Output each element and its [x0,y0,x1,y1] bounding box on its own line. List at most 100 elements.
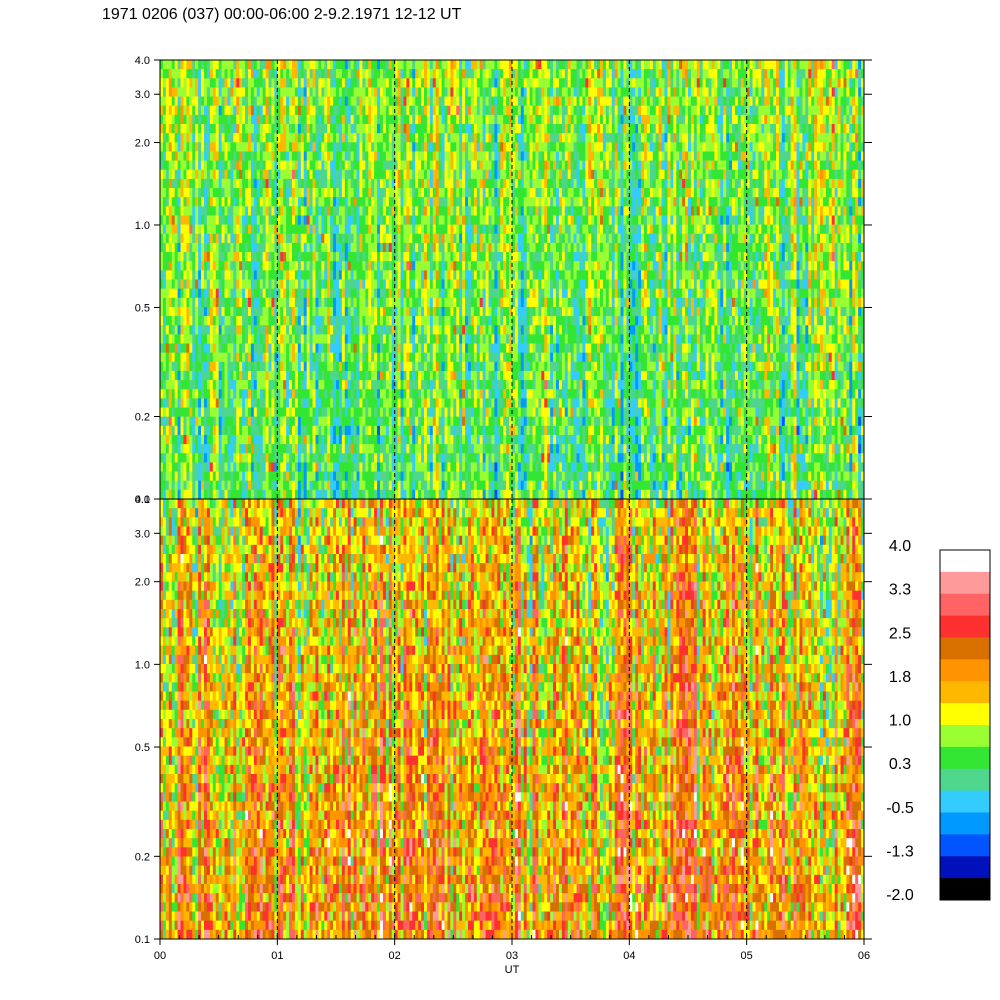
heatmap-cell [401,97,404,107]
heatmap-cell [820,161,823,171]
heatmap-cell [462,78,465,88]
heatmap-cell [280,206,283,216]
heatmap-cell [245,142,248,152]
heatmap-cell [588,161,591,171]
heatmap-cell [236,151,239,161]
heatmap-cell [647,142,650,152]
heatmap-cell [711,206,714,216]
heatmap-cell [750,97,753,107]
heatmap-cell [491,188,494,198]
heatmap-cell [474,60,477,70]
heatmap-cell [720,179,723,189]
heatmap-cell [685,106,688,116]
heatmap-cell [568,124,571,134]
heatmap-cell [491,170,494,180]
heatmap-cell [855,133,858,143]
heatmap-cell [333,115,336,125]
heatmap-cell [327,142,330,152]
heatmap-cell [169,243,172,253]
heatmap-cell [315,69,318,79]
heatmap-cell [433,142,436,152]
heatmap-cell [230,151,233,161]
heatmap-cell [321,234,324,244]
heatmap-cell [415,97,418,107]
heatmap-cell [794,215,797,225]
heatmap-cell [427,161,430,171]
heatmap-cell [301,60,304,70]
heatmap-cell [723,215,726,225]
heatmap-cell [500,97,503,107]
heatmap-cell [181,115,184,125]
heatmap-cell [195,215,198,225]
heatmap-cell [239,97,242,107]
heatmap-cell [494,87,497,97]
heatmap-cell [638,151,641,161]
heatmap-cell [735,243,738,253]
heatmap-cell [307,197,310,207]
heatmap-cell [541,206,544,216]
heatmap-cell [574,133,577,143]
heatmap-cell [782,60,785,70]
heatmap-cell [600,97,603,107]
heatmap-cell [468,170,471,180]
heatmap-cell [644,225,647,235]
heatmap-cell [433,225,436,235]
heatmap-cell [823,97,826,107]
heatmap-cell [591,106,594,116]
heatmap-cell [647,225,650,235]
heatmap-cell [615,87,618,97]
heatmap-cell [465,97,468,107]
heatmap-cell [521,124,524,134]
heatmap-cell [304,234,307,244]
heatmap-cell [175,243,178,253]
heatmap-cell [694,69,697,79]
heatmap-cell [703,124,706,134]
heatmap-cell [480,97,483,107]
heatmap-cell [374,206,377,216]
heatmap-cell [541,170,544,180]
heatmap-cell [362,69,365,79]
heatmap-cell [459,225,462,235]
heatmap-cell [216,69,219,79]
heatmap-cell [345,225,348,235]
heatmap-cell [380,115,383,125]
heatmap-cell [239,234,242,244]
heatmap-cell [524,78,527,88]
heatmap-cell [398,60,401,70]
heatmap-cell [794,206,797,216]
heatmap-cell [213,151,216,161]
heatmap-cell [233,188,236,198]
heatmap-cell [758,161,761,171]
heatmap-cell [447,188,450,198]
heatmap-cell [685,243,688,253]
heatmap-cell [336,60,339,70]
heatmap-cell [468,142,471,152]
heatmap-cell [571,170,574,180]
heatmap-cell [280,87,283,97]
heatmap-cell [667,151,670,161]
heatmap-cell [315,225,318,235]
heatmap-cell [339,115,342,125]
heatmap-cell [313,142,316,152]
heatmap-cell [227,225,230,235]
heatmap-cell [835,69,838,79]
heatmap-cell [357,188,360,198]
heatmap-cell [239,188,242,198]
heatmap-cell [175,234,178,244]
heatmap-cell [219,97,222,107]
heatmap-cell [178,69,181,79]
heatmap-cell [817,124,820,134]
heatmap-cell [764,97,767,107]
heatmap-cell [245,151,248,161]
heatmap-cell [389,243,392,253]
heatmap-cell [339,87,342,97]
heatmap-cell [603,124,606,134]
heatmap-cell [506,151,509,161]
heatmap-cell [474,179,477,189]
heatmap-cell [348,87,351,97]
heatmap-cell [797,215,800,225]
heatmap-cell [342,151,345,161]
heatmap-cell [527,215,530,225]
heatmap-cell [711,87,714,97]
heatmap-cell [357,124,360,134]
